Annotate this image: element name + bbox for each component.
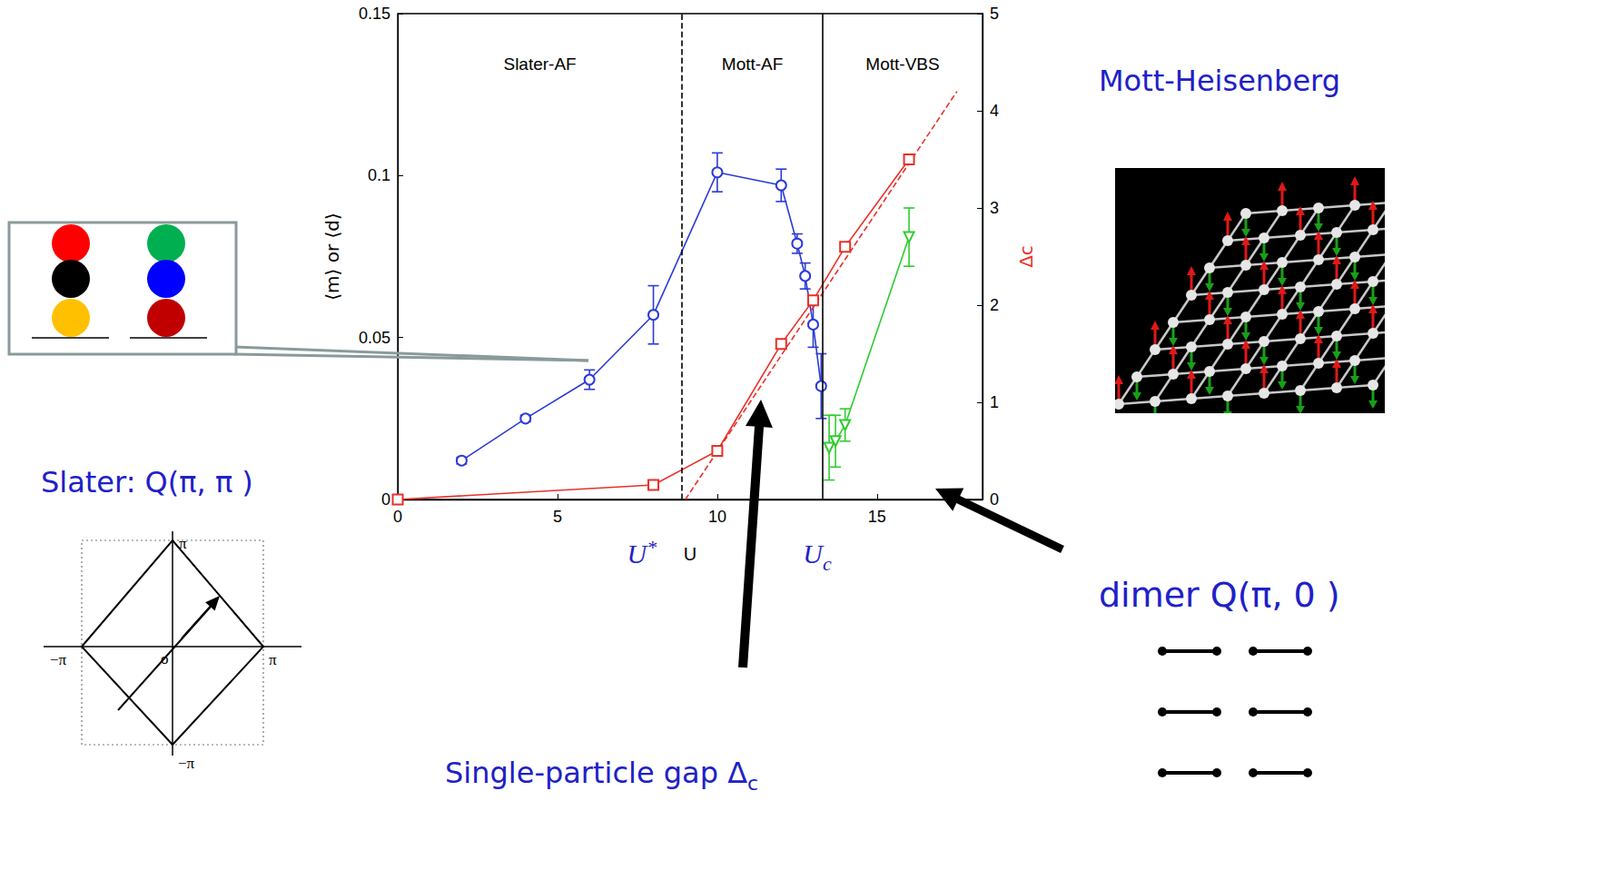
svg-text:U: U [683,543,697,564]
svg-text:Slater-AF: Slater-AF [503,54,576,74]
svg-text:0: 0 [989,490,999,509]
svg-text:Mott-AF: Mott-AF [721,54,784,74]
svg-text:0: 0 [393,507,403,526]
svg-text:10: 10 [708,507,727,526]
svg-text:0.05: 0.05 [358,328,391,347]
svg-text:Mott-VBS: Mott-VBS [865,54,939,74]
svg-text:o: o [160,650,169,668]
svg-text:0.15: 0.15 [358,4,391,23]
svg-text:Single-particle gap Δc: Single-particle gap Δc [444,755,759,795]
svg-text:4: 4 [989,101,999,120]
svg-text:1: 1 [989,393,999,412]
svg-text:0: 0 [381,490,391,509]
svg-text:Slater: Q(π, π ): Slater: Q(π, π ) [40,464,254,500]
svg-text:5: 5 [989,4,999,23]
svg-text:−π: −π [49,651,68,669]
svg-text:π: π [268,651,277,669]
svg-text:Mott-Heisenberg: Mott-Heisenberg [1098,63,1341,99]
svg-text:−π: −π [177,754,196,772]
svg-text:2: 2 [989,296,999,315]
svg-text:3: 3 [989,198,999,218]
svg-text:⟨m⟩ or ⟨d⟩: ⟨m⟩ or ⟨d⟩ [321,212,344,301]
svg-text:0.1: 0.1 [367,166,391,185]
svg-text:5: 5 [553,507,563,526]
svg-text:Δc: Δc [1015,245,1038,268]
svg-text:π: π [178,534,188,553]
svg-text:U*: U* [627,535,658,569]
svg-text:dimer Q(π, 0 ): dimer Q(π, 0 ) [1098,574,1341,615]
svg-text:15: 15 [868,507,887,526]
svg-text:Uc: Uc [802,538,832,575]
